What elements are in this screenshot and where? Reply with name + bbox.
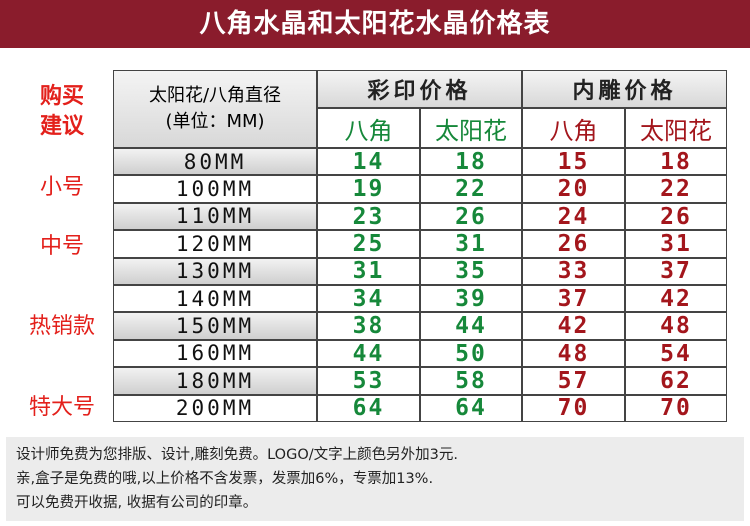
price-cell: 23 — [317, 202, 420, 231]
price-cell: 18 — [420, 148, 522, 176]
size-cell: 180MM — [113, 367, 317, 395]
title: 八角水晶和太阳花水晶价格表 — [0, 0, 750, 48]
price-cell: 48 — [625, 312, 727, 340]
group-header: 内雕价格 — [522, 70, 727, 108]
price-cell: 22 — [625, 175, 727, 203]
price-cell: 58 — [420, 367, 522, 395]
price-cell: 44 — [317, 339, 420, 368]
price-cell: 25 — [317, 230, 420, 258]
price-cell: 64 — [317, 394, 420, 422]
price-cell: 31 — [317, 257, 420, 285]
advice-heading: 购买 — [39, 83, 84, 109]
price-cell: 34 — [317, 285, 420, 313]
price-cell: 20 — [522, 175, 625, 203]
size-header-line: 太阳花/八角直径 — [148, 85, 282, 106]
price-cell: 15 — [522, 148, 625, 176]
price-cell: 42 — [625, 285, 727, 313]
size-cell: 130MM — [113, 257, 317, 285]
price-cell: 31 — [420, 230, 522, 258]
price-cell: 64 — [420, 394, 522, 422]
sub-header: 太阳花 — [625, 108, 727, 148]
size-cell: 120MM — [113, 230, 317, 258]
price-cell: 22 — [420, 175, 522, 203]
advice-heading: 建议 — [39, 113, 84, 139]
price-cell: 38 — [317, 312, 420, 340]
price-cell: 48 — [522, 339, 625, 368]
size-cell: 160MM — [113, 339, 317, 368]
price-cell: 35 — [420, 257, 522, 285]
size-cell: 80MM — [113, 148, 317, 176]
advice-label: 小号 — [39, 175, 84, 200]
price-cell: 18 — [625, 148, 727, 176]
price-cell: 70 — [522, 394, 625, 422]
advice-label: 热销款 — [28, 314, 95, 339]
price-cell: 37 — [625, 257, 727, 285]
note-line: 可以免费开收据, 收据有公司的印章。 — [16, 495, 258, 511]
price-cell: 26 — [625, 202, 727, 231]
note-line: 设计师免费为您排版、设计,雕刻免费。LOGO/文字上颜色另外加3元. — [16, 447, 458, 463]
sub-header: 八角 — [522, 108, 625, 148]
price-cell: 26 — [522, 230, 625, 258]
note-line: 亲,盒子是免费的哦,以上价格不含发票，发票加6%，专票加13%. — [16, 471, 434, 487]
group-header: 彩印价格 — [317, 70, 522, 108]
price-cell: 44 — [420, 312, 522, 340]
price-cell: 70 — [625, 394, 727, 422]
price-cell: 33 — [522, 257, 625, 285]
price-cell: 62 — [625, 367, 727, 395]
price-cell: 37 — [522, 285, 625, 313]
advice-label: 特大号 — [28, 395, 95, 420]
size-cell: 150MM — [113, 312, 317, 340]
price-cell: 31 — [625, 230, 727, 258]
sub-header: 八角 — [317, 108, 420, 148]
size-header-line: (单位：MM) — [165, 111, 265, 132]
price-cell: 42 — [522, 312, 625, 340]
sub-header: 太阳花 — [420, 108, 522, 148]
size-cell: 110MM — [113, 202, 317, 231]
price-cell: 14 — [317, 148, 420, 176]
advice-label: 中号 — [39, 234, 84, 259]
price-cell: 39 — [420, 285, 522, 313]
price-cell: 26 — [420, 202, 522, 231]
size-cell: 140MM — [113, 285, 317, 313]
price-cell: 53 — [317, 367, 420, 395]
size-cell: 100MM — [113, 175, 317, 203]
size-header: 太阳花/八角直径 (单位：MM) — [113, 70, 317, 148]
price-cell: 24 — [522, 202, 625, 231]
price-cell: 50 — [420, 339, 522, 368]
size-cell: 200MM — [113, 394, 317, 422]
price-cell: 19 — [317, 175, 420, 203]
price-cell: 54 — [625, 339, 727, 368]
notes: 设计师免费为您排版、设计,雕刻免费。LOGO/文字上颜色另外加3元. 亲,盒子是免… — [6, 437, 744, 521]
price-cell: 57 — [522, 367, 625, 395]
